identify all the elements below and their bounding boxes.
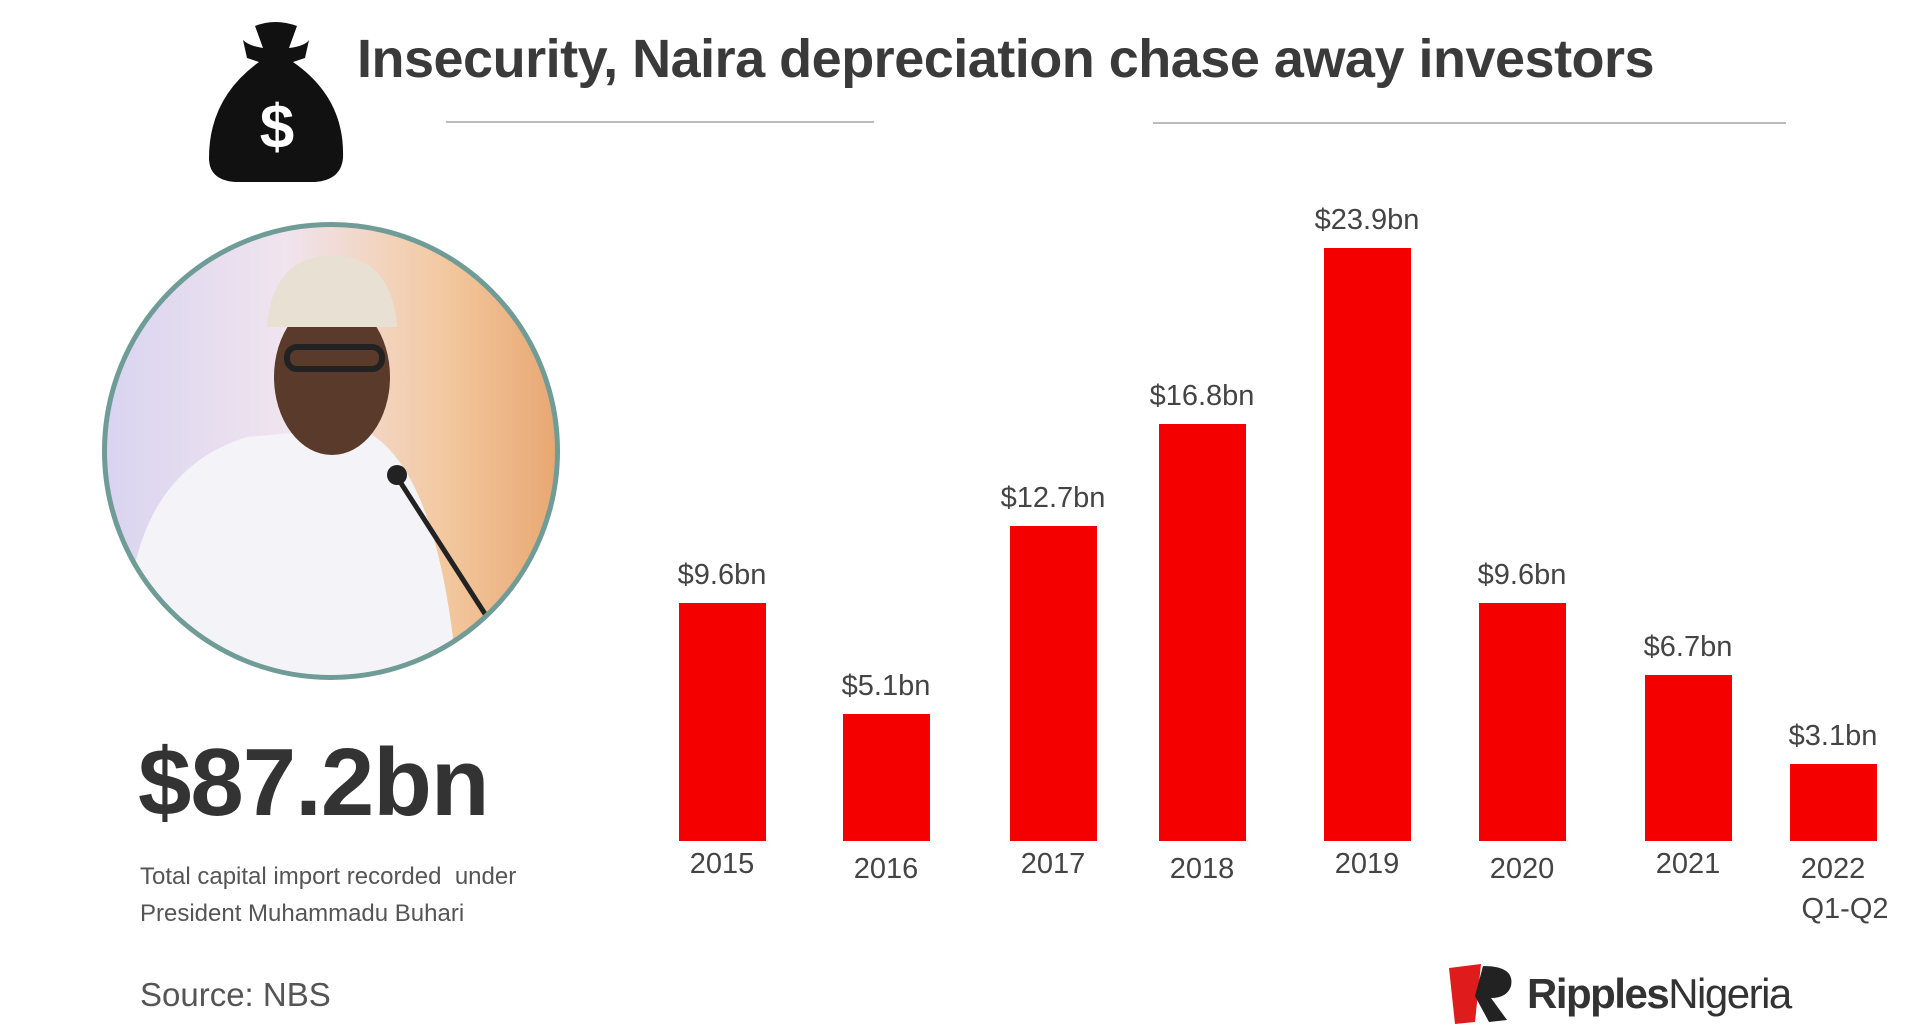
title-underline-right	[1153, 122, 1786, 124]
ripples-logo-icon	[1449, 964, 1512, 1024]
source-note: Source: NBS	[140, 976, 331, 1013]
x-tick-label: 2022	[1800, 853, 1866, 885]
president-photo	[102, 222, 560, 680]
x-tick-sublabel: Q1-Q2	[1801, 893, 1889, 925]
bar-2020	[1478, 602, 1566, 841]
title-underline-left	[446, 121, 874, 123]
total-caption: Total capital import recorded under Pres…	[140, 858, 516, 932]
value-label: $3.1bn	[1788, 720, 1878, 753]
caption-line-1: Total capital import recorded under	[140, 863, 517, 890]
x-tick-label: 2020	[1489, 853, 1555, 885]
money-bag-icon: $	[209, 22, 344, 182]
caption-line-2: President Muhammadu Buhari	[140, 900, 465, 927]
x-tick-label: 2017	[1020, 848, 1086, 880]
value-label: $23.9bn	[1314, 204, 1420, 236]
value-label: $16.8bn	[1149, 380, 1255, 413]
logo-text-ripples: Ripples	[1527, 970, 1670, 1017]
x-tick-label: 2019	[1334, 848, 1400, 880]
x-tick-label: 2015	[689, 848, 755, 880]
value-label: $9.6bn	[677, 558, 767, 591]
bar-2016	[842, 714, 930, 841]
value-label: $9.6bn	[1477, 558, 1567, 591]
logo-text-nigeria: Nigeria	[1668, 970, 1792, 1017]
svg-text:$: $	[260, 93, 294, 162]
bar-2018	[1158, 424, 1246, 841]
total-capital-import: $87.2bn	[138, 729, 490, 836]
bar-2019	[1323, 248, 1411, 841]
bar-2021	[1644, 674, 1732, 841]
bar-2015	[678, 602, 766, 841]
bar-2022	[1789, 764, 1877, 841]
x-tick-label: 2018	[1169, 853, 1235, 885]
ripples-nigeria-logo: RipplesNigeria	[1445, 962, 1792, 1026]
x-tick-label: 2016	[853, 853, 919, 885]
chart-title: Insecurity, Naira depreciation chase awa…	[357, 29, 1655, 89]
value-label: $6.7bn	[1643, 630, 1733, 663]
value-label: $5.1bn	[841, 670, 931, 703]
value-label: $12.7bn	[1000, 481, 1106, 514]
x-tick-label: 2021	[1655, 848, 1721, 880]
bar-2017	[1009, 525, 1097, 841]
